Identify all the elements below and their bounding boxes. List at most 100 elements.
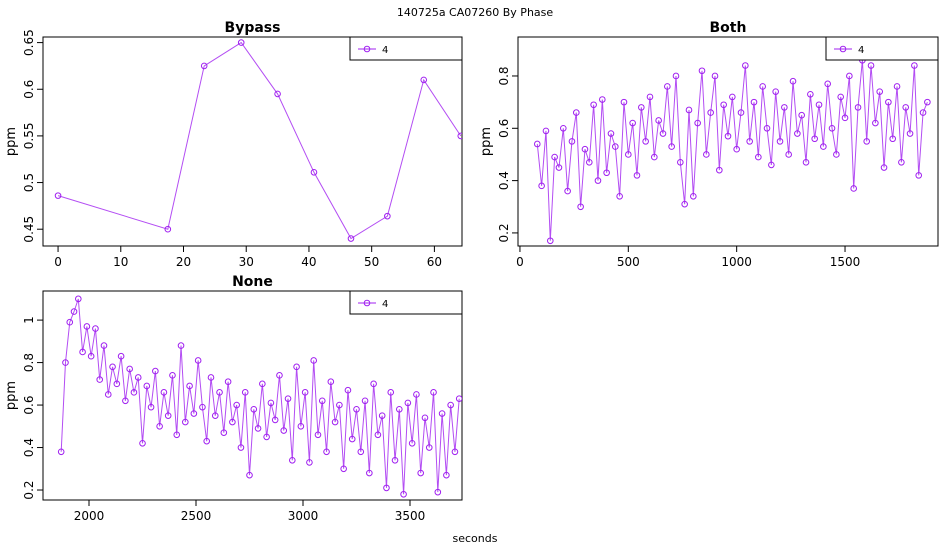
panel: Both ppm 0 500 1000 1500 0.2 0.4 0.6 0.8 4 xyxy=(479,20,939,269)
data-point xyxy=(109,363,116,371)
data-point xyxy=(139,439,146,447)
data-point xyxy=(672,72,680,80)
data-point xyxy=(742,62,749,69)
y-tick-label: 0.6 xyxy=(497,119,511,138)
data-point xyxy=(404,399,412,407)
data-point xyxy=(802,158,810,166)
data-point xyxy=(113,380,121,388)
data-point xyxy=(759,83,766,90)
data-point xyxy=(555,164,563,171)
data-point xyxy=(698,67,706,75)
data-point xyxy=(241,389,249,396)
y-tick-label: 0.8 xyxy=(497,66,511,85)
x-tick-label: 1000 xyxy=(721,255,752,269)
data-point xyxy=(259,380,266,388)
data-point xyxy=(194,357,202,364)
data-point xyxy=(250,406,258,413)
data-point xyxy=(768,161,775,169)
data-point xyxy=(387,389,395,396)
data-point xyxy=(370,380,377,388)
data-point xyxy=(70,308,78,315)
data-point xyxy=(694,119,701,127)
data-point xyxy=(815,101,823,109)
y-tick-label: 0.45 xyxy=(22,216,36,243)
data-point xyxy=(366,469,373,477)
page-title: 140725a CA07260 By Phase xyxy=(397,6,554,19)
data-point xyxy=(572,109,580,116)
data-point xyxy=(348,435,356,443)
data-point xyxy=(229,418,236,426)
data-point xyxy=(867,62,875,69)
data-point xyxy=(551,153,558,161)
data-point xyxy=(220,429,228,436)
data-point xyxy=(893,83,901,90)
data-point xyxy=(533,140,541,148)
data-point xyxy=(885,98,892,106)
x-tick-label: 30 xyxy=(239,255,254,269)
x-tick-label: 50 xyxy=(364,255,379,269)
data-point xyxy=(906,130,914,137)
data-point xyxy=(357,448,365,456)
data-point xyxy=(169,372,176,379)
data-point xyxy=(707,109,714,116)
x-axis-label: seconds xyxy=(453,532,498,545)
legend-box xyxy=(825,36,939,61)
data-point xyxy=(807,90,814,98)
data-point xyxy=(590,101,597,109)
data-point xyxy=(92,325,99,332)
y-tick-label: 1 xyxy=(22,316,36,324)
y-tick-label: 0.4 xyxy=(497,171,511,190)
data-point xyxy=(863,138,870,145)
data-point xyxy=(837,93,844,101)
x-tick-label: 3000 xyxy=(288,509,319,523)
data-point xyxy=(276,372,283,379)
data-point xyxy=(833,151,840,158)
y-tick-label: 0.5 xyxy=(22,173,36,192)
y-tick-label: 0.2 xyxy=(497,223,511,242)
legend-label: 4 xyxy=(382,299,388,310)
panel: Bypass ppm 0 10 20 30 40 50 60 0.45 0.5 0.55 0.6 0.65… xyxy=(4,20,463,269)
x-tick-label: 500 xyxy=(617,255,640,269)
legend-box xyxy=(349,290,463,315)
data-point xyxy=(152,367,159,375)
data-point xyxy=(263,433,270,441)
data-point xyxy=(457,132,462,140)
data-point xyxy=(447,401,454,409)
x-tick-label: 3500 xyxy=(395,509,426,523)
data-point xyxy=(156,422,163,430)
plot-area xyxy=(533,56,931,245)
data-point xyxy=(147,403,155,411)
series-line xyxy=(57,41,462,240)
data-point xyxy=(690,193,697,200)
data-point xyxy=(336,401,343,409)
data-point xyxy=(880,164,888,171)
data-point xyxy=(538,182,545,190)
data-point xyxy=(361,397,369,405)
data-point xyxy=(642,138,649,145)
plot-area xyxy=(54,39,462,242)
data-point xyxy=(374,431,382,439)
data-point xyxy=(417,469,424,477)
data-point xyxy=(143,382,151,390)
data-point xyxy=(224,378,232,385)
data-point xyxy=(646,93,654,101)
data-point xyxy=(789,77,797,85)
plot-area xyxy=(57,295,462,498)
data-point xyxy=(755,153,762,161)
data-point xyxy=(271,416,279,424)
data-point xyxy=(772,88,779,95)
y-tick-label: 0.6 xyxy=(22,80,36,99)
series-line xyxy=(60,298,460,495)
data-point xyxy=(425,444,433,451)
data-point xyxy=(737,109,745,116)
data-point xyxy=(616,193,623,200)
data-point xyxy=(629,119,636,127)
legend-label: 4 xyxy=(858,45,864,56)
data-point xyxy=(716,166,723,174)
y-tick-label: 0.2 xyxy=(22,480,36,499)
data-point xyxy=(577,203,584,211)
legend-box xyxy=(349,36,463,61)
legend-marker xyxy=(363,45,371,53)
data-point xyxy=(434,488,442,496)
